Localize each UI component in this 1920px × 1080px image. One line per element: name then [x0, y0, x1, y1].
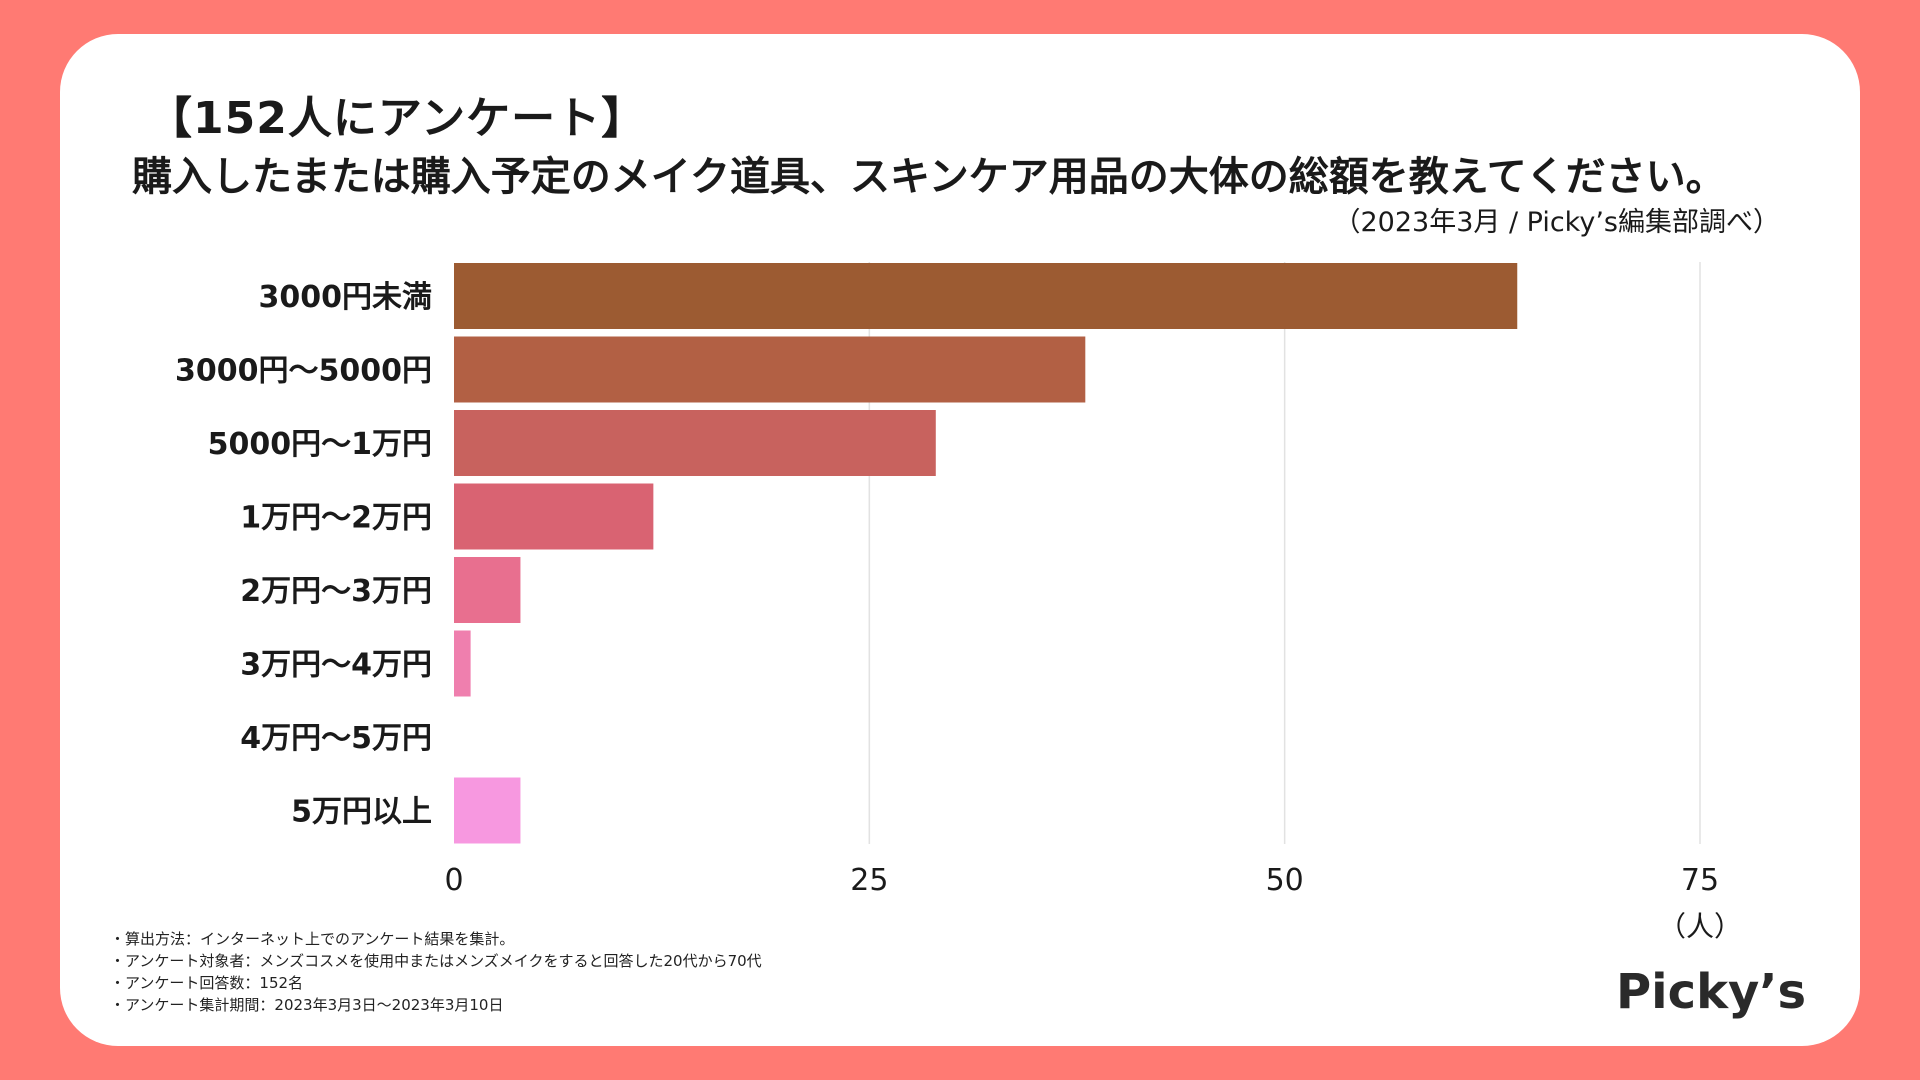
- survey-heading: 【152人にアンケート】: [148, 93, 647, 144]
- x-tick-label: 0: [444, 863, 463, 898]
- category-labels: 3000円未満 3000円〜5000円 5000円〜1万円 1万円〜2万円 2万円〜3万…: [175, 280, 432, 830]
- category-label: 1万円〜2万円: [240, 501, 432, 536]
- category-label: 5000円〜1万円: [208, 427, 432, 462]
- bar-1: [454, 336, 1086, 403]
- chart-title: 購入したまたは購入予定のメイク道具、スキンケア用品の大体の総額を教えてください。: [132, 154, 1726, 200]
- note-period: ・アンケート集計期間：2023年3月3日〜2023年3月10日: [110, 996, 504, 1014]
- bars: [454, 263, 1518, 844]
- category-label: 3000円〜5000円: [175, 354, 432, 389]
- x-tick-label: 50: [1266, 863, 1304, 898]
- category-label: 4万円〜5万円: [240, 721, 432, 756]
- note-target: ・アンケート対象者：メンズコスメを使用中またはメンズメイクをすると回答した20代…: [110, 952, 762, 970]
- bar-2: [454, 410, 936, 476]
- pickys-logo: Picky’s: [1616, 964, 1807, 1020]
- x-tick-label: 25: [850, 863, 888, 898]
- source-note: （2023年3月 / Picky’s編集部調べ）: [1333, 207, 1781, 238]
- category-label: 5万円以上: [291, 795, 432, 830]
- x-axis-ticks: 0 25 50 75: [444, 863, 1719, 898]
- bar-5: [454, 630, 471, 697]
- category-label: 3万円〜4万円: [240, 648, 432, 683]
- x-tick-label: 75: [1681, 863, 1719, 898]
- category-label: 2万円〜3万円: [240, 574, 432, 609]
- note-count: ・アンケート回答数：152名: [110, 974, 304, 992]
- bar-7: [454, 777, 521, 844]
- category-label: 3000円未満: [259, 280, 433, 315]
- x-axis-unit: （人）: [1658, 910, 1742, 943]
- bar-4: [454, 557, 521, 623]
- chart-card: [60, 34, 1860, 1046]
- bar-3: [454, 483, 654, 550]
- note-method: ・算出方法：インターネット上でのアンケート結果を集計。: [110, 930, 515, 948]
- bar-0: [454, 263, 1518, 329]
- survey-notes: ・算出方法：インターネット上でのアンケート結果を集計。 ・アンケート対象者：メン…: [110, 928, 762, 1016]
